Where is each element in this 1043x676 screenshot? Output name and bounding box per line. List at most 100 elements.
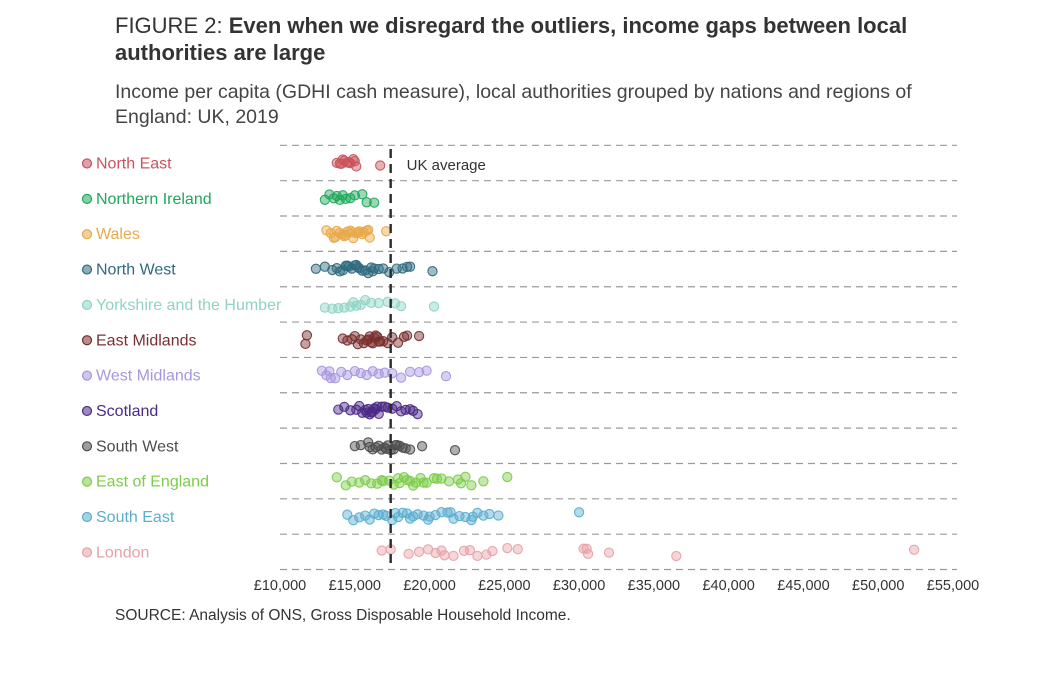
data-point xyxy=(401,261,413,273)
legend-marker xyxy=(81,264,93,275)
data-point xyxy=(481,549,492,560)
x-tick-label: £45,000 xyxy=(777,578,829,594)
data-point xyxy=(449,445,461,456)
data-point xyxy=(464,545,476,556)
data-point xyxy=(310,263,322,274)
data-point xyxy=(354,512,365,523)
data-point xyxy=(428,301,440,312)
data-point xyxy=(412,509,423,520)
data-point xyxy=(442,507,453,518)
legend-marker xyxy=(81,299,93,310)
data-point xyxy=(361,197,372,208)
series-label: East of England xyxy=(96,474,209,491)
data-point xyxy=(487,545,498,557)
series-label: North West xyxy=(96,262,176,279)
data-point xyxy=(455,478,467,489)
data-point xyxy=(404,444,416,455)
x-axis: £10,000 £15,000 £20,000 £25,000 £30,000 £35,0… xyxy=(254,578,979,594)
data-point xyxy=(376,545,387,556)
data-point xyxy=(467,511,479,522)
legend-marker xyxy=(81,370,93,381)
grid-lines xyxy=(280,144,957,571)
data-point xyxy=(349,365,360,377)
data-point xyxy=(349,190,360,201)
data-point xyxy=(367,266,378,277)
data-point xyxy=(407,480,419,491)
data-point xyxy=(373,297,384,309)
series-label: Wales xyxy=(96,226,140,243)
data-point xyxy=(375,336,386,347)
data-point xyxy=(404,513,416,524)
x-tick-label: £50,000 xyxy=(852,578,904,594)
data-points xyxy=(300,154,920,562)
data-point xyxy=(364,441,375,453)
data-point xyxy=(354,477,365,488)
data-point xyxy=(430,509,441,521)
data-point xyxy=(512,544,523,555)
legend-marker xyxy=(81,405,93,417)
data-point xyxy=(440,371,452,382)
data-point xyxy=(387,368,398,379)
data-point xyxy=(300,338,311,350)
x-tick-label: £55,000 xyxy=(927,578,979,594)
data-point xyxy=(339,401,350,413)
data-point xyxy=(352,261,363,273)
series-label: North East xyxy=(96,156,172,173)
data-point xyxy=(443,476,455,487)
data-point xyxy=(416,441,428,452)
data-point xyxy=(366,297,377,308)
source-note: SOURCE: Analysis of ONS, Gross Disposabl… xyxy=(115,607,571,624)
x-tick-label: £25,000 xyxy=(478,578,530,594)
data-point xyxy=(363,224,374,236)
data-point xyxy=(346,476,357,487)
data-point xyxy=(401,330,413,341)
data-point xyxy=(355,367,366,379)
data-point xyxy=(908,544,920,555)
data-point xyxy=(340,480,351,491)
data-point xyxy=(445,507,456,518)
data-point xyxy=(378,509,389,520)
series-label: East Midlands xyxy=(96,332,197,349)
legend-marker xyxy=(81,335,93,346)
reference-label: UK average xyxy=(407,157,486,174)
legend-marker xyxy=(81,511,93,523)
data-point xyxy=(349,155,360,167)
data-point xyxy=(460,511,471,523)
x-tick-label: £30,000 xyxy=(553,578,605,594)
data-point xyxy=(421,477,432,488)
data-point xyxy=(330,232,341,243)
series-label: Scotland xyxy=(96,403,158,420)
data-point xyxy=(352,227,363,238)
data-point xyxy=(360,294,371,306)
data-point xyxy=(413,330,425,342)
series-label: South West xyxy=(96,438,179,455)
data-point xyxy=(603,547,615,558)
data-point xyxy=(478,476,489,487)
series-label: South East xyxy=(96,509,175,526)
data-point xyxy=(378,263,389,274)
figure-title: FIGURE 2: Even when we disregard the out… xyxy=(115,12,1015,66)
data-point xyxy=(301,330,313,341)
data-point xyxy=(466,480,477,491)
legend-marker xyxy=(81,476,93,487)
series-label: Northern Ireland xyxy=(96,191,212,208)
data-point xyxy=(401,508,413,519)
data-point xyxy=(336,158,347,169)
row-labels: North East Northern Ireland Wales North Wes… xyxy=(81,156,282,561)
x-tick-label: £15,000 xyxy=(329,578,381,594)
legend-marker xyxy=(81,229,93,240)
data-point xyxy=(427,266,438,277)
data-point xyxy=(502,471,513,483)
data-point xyxy=(392,473,404,484)
data-point xyxy=(331,472,342,483)
data-point xyxy=(493,510,504,521)
data-point xyxy=(324,366,335,377)
data-point xyxy=(436,545,447,556)
figure-title-text: Even when we disregard the outliers, inc… xyxy=(115,13,908,65)
data-point xyxy=(348,297,359,308)
uk-average-line: UK average xyxy=(389,149,486,567)
x-tick-label: £20,000 xyxy=(403,578,455,594)
legend-marker xyxy=(81,193,93,204)
data-point xyxy=(319,302,331,313)
